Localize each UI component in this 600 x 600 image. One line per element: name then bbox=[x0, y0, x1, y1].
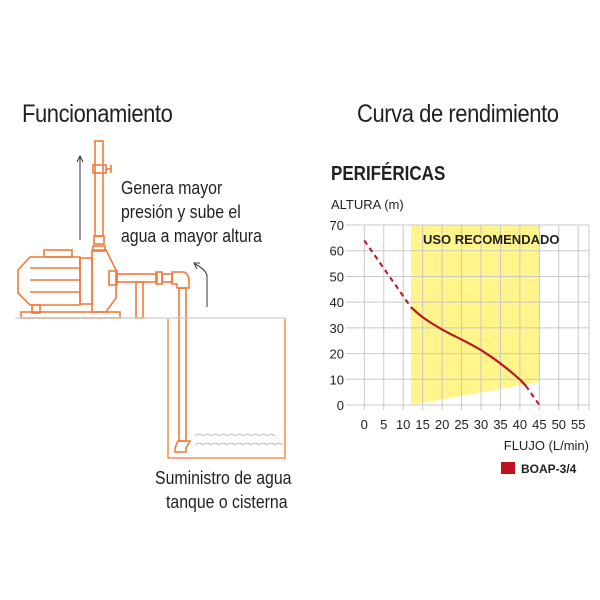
x-tick-label: 30 bbox=[474, 417, 488, 432]
x-tick-label: 45 bbox=[532, 417, 546, 432]
flow-arrow-icon bbox=[193, 262, 208, 307]
series-line-solid bbox=[410, 306, 527, 387]
y-tick-label: 30 bbox=[330, 321, 344, 336]
y-tick-label: 0 bbox=[337, 398, 344, 413]
arrows bbox=[76, 154, 208, 307]
y-tick-label: 20 bbox=[330, 347, 344, 362]
caption-line: tanque o cisterna bbox=[166, 492, 288, 512]
tank bbox=[167, 319, 286, 459]
y-tick-label: 40 bbox=[330, 295, 344, 310]
motor-top bbox=[43, 249, 73, 258]
x-tick-label: 0 bbox=[361, 417, 368, 432]
x-axis-label: FLUJO (L/min) bbox=[504, 438, 589, 453]
up-arrow-icon bbox=[76, 154, 84, 240]
caption-top: Genera mayor presión y sube el agua a ma… bbox=[121, 176, 262, 248]
curva-title: Curva de rendimiento bbox=[357, 100, 559, 128]
y-tick-label: 50 bbox=[330, 269, 344, 284]
x-tick-label: 20 bbox=[435, 417, 449, 432]
chart-subtitle: PERIFÉRICAS bbox=[331, 163, 446, 185]
x-tick-label: 35 bbox=[493, 417, 507, 432]
legend-swatch bbox=[501, 462, 515, 474]
water-waves bbox=[194, 433, 284, 446]
x-tick-label: 40 bbox=[513, 417, 527, 432]
caption-line: Suministro de agua bbox=[155, 468, 292, 488]
caption-line: Genera mayor bbox=[121, 178, 223, 198]
caption-line: agua a mayor altura bbox=[121, 226, 262, 246]
pump-drawing bbox=[17, 140, 192, 453]
y-axis-label: ALTURA (m) bbox=[331, 197, 404, 212]
pump-head bbox=[91, 249, 117, 313]
foot-valve bbox=[174, 440, 192, 453]
x-tick-label: 5 bbox=[380, 417, 387, 432]
series-line-dashed bbox=[524, 385, 541, 406]
x-tick-label: 50 bbox=[552, 417, 566, 432]
caption-line: presión y sube el bbox=[121, 202, 241, 222]
outlet-pipe bbox=[94, 140, 104, 237]
motor-body bbox=[17, 256, 81, 306]
x-tick-label: 15 bbox=[415, 417, 429, 432]
x-tick-label: 25 bbox=[454, 417, 468, 432]
elbow bbox=[171, 271, 190, 289]
y-tick-label: 60 bbox=[330, 244, 344, 259]
recommended-zone bbox=[410, 225, 540, 405]
x-tick-label: 10 bbox=[396, 417, 410, 432]
legend-label: BOAP-3/4 bbox=[521, 462, 577, 476]
y-tick-label: 10 bbox=[330, 372, 344, 387]
zone-label: USO RECOMENDADO bbox=[423, 232, 560, 247]
x-tick-label: 55 bbox=[571, 417, 585, 432]
funcionamiento-title: Funcionamiento bbox=[22, 100, 173, 128]
caption-bottom: Suministro de agua tanque o cisterna bbox=[155, 466, 291, 514]
series-line-dashed bbox=[363, 239, 412, 308]
y-tick-label: 70 bbox=[330, 218, 344, 233]
